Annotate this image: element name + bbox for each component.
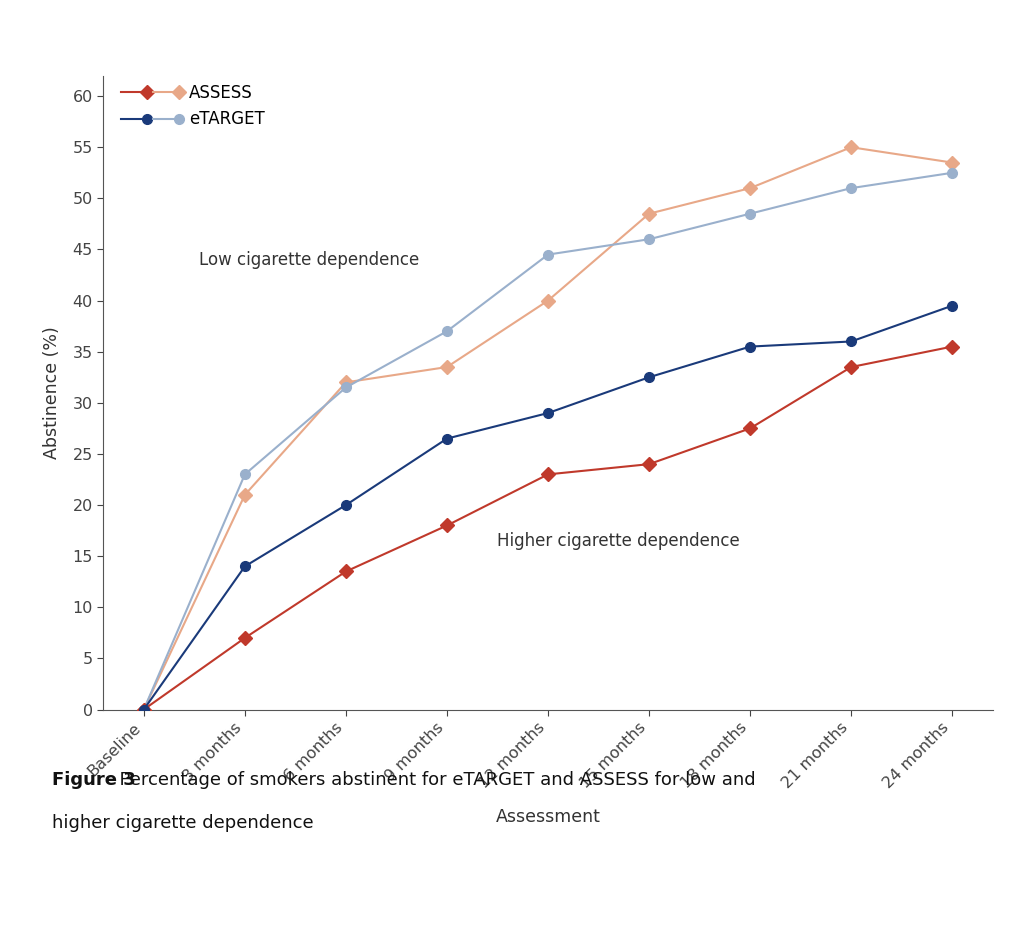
Y-axis label: Abstinence (%): Abstinence (%) <box>43 326 61 459</box>
Text: Figure 3: Figure 3 <box>52 771 135 789</box>
Legend: ASSESS, eTARGET: ASSESS, eTARGET <box>121 84 265 129</box>
Text: Low cigarette dependence: Low cigarette dependence <box>200 251 420 269</box>
Text: Percentage of smokers abstinent for eTARGET and ASSESS for low and: Percentage of smokers abstinent for eTAR… <box>108 771 756 789</box>
Text: Higher cigarette dependence: Higher cigarette dependence <box>497 532 740 550</box>
X-axis label: Assessment: Assessment <box>495 808 601 826</box>
Text: higher cigarette dependence: higher cigarette dependence <box>52 814 313 832</box>
